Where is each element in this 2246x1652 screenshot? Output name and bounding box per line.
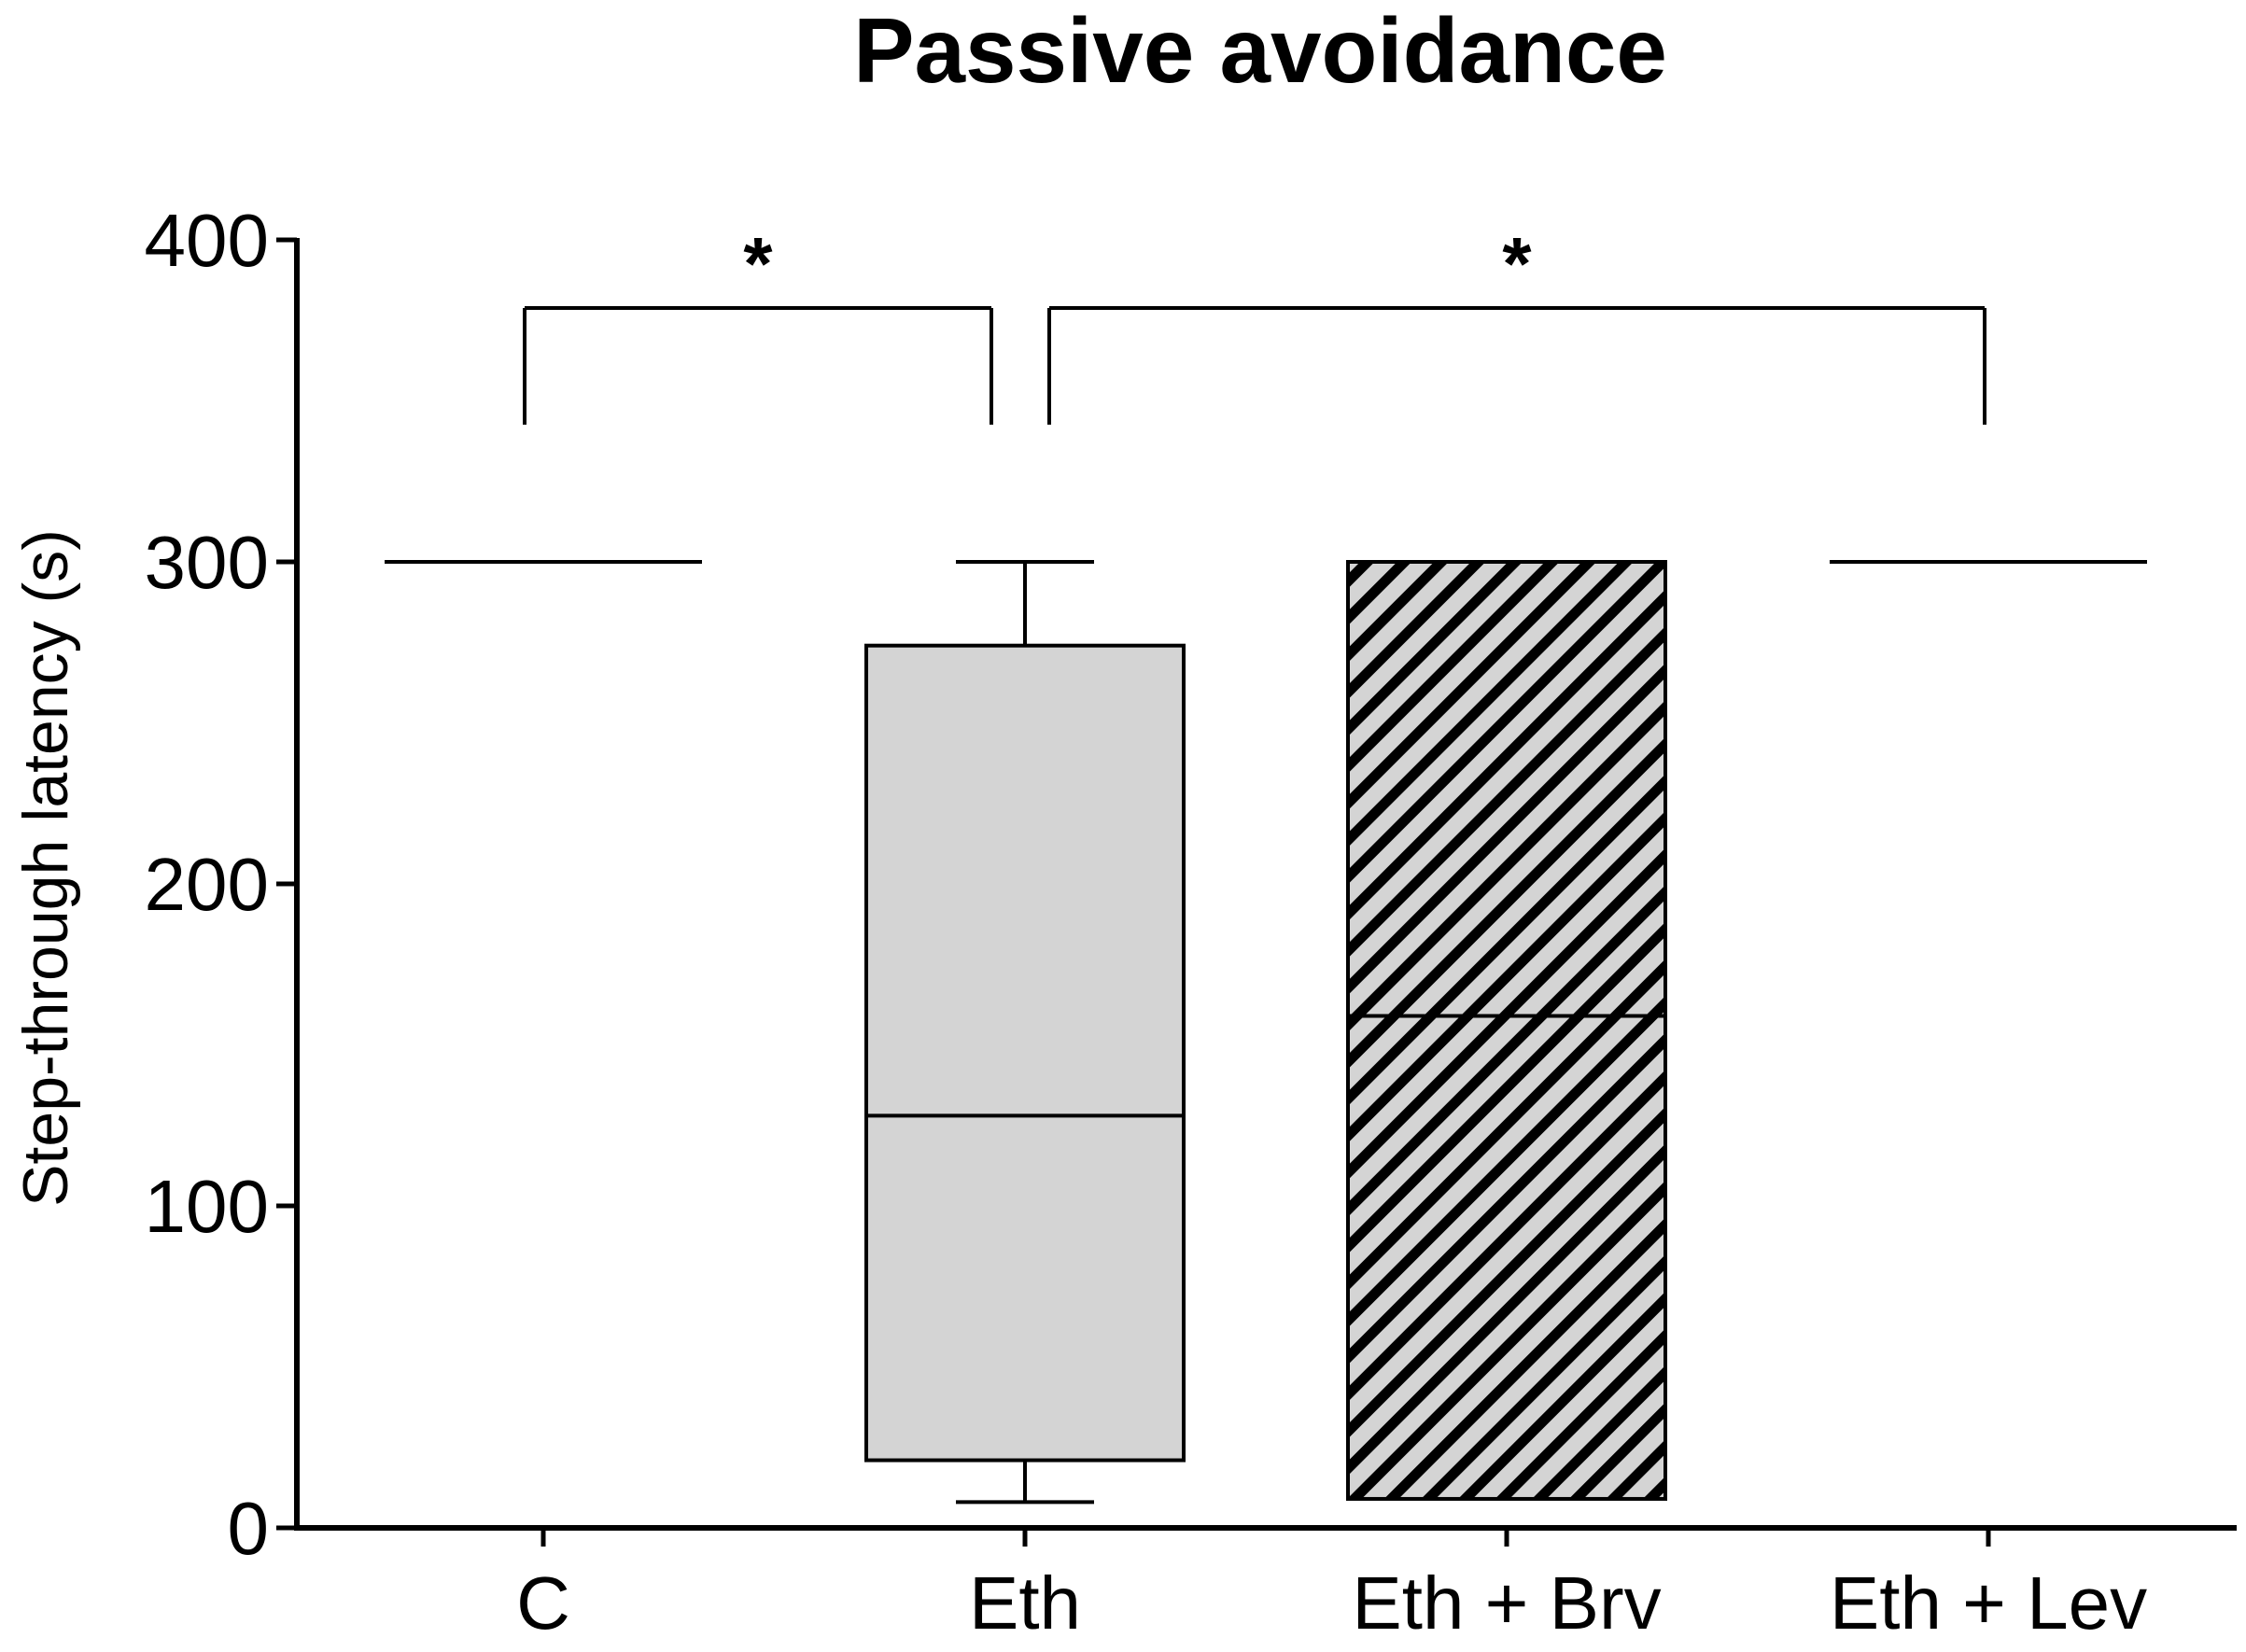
y-tick-label: 300 [145,521,269,604]
x-tick-label: Eth + Lev [1830,1561,2147,1645]
y-tick-label: 0 [228,1487,270,1570]
chart-title: Passive avoidance [853,0,1667,102]
significance-label: * [1502,222,1532,305]
y-axis-label: Step-through latency (s) [10,529,81,1207]
box-eth [864,643,1186,1463]
box-eth-brv [1346,560,1667,1501]
x-tick-label: Eth + Brv [1352,1561,1661,1645]
plot-area: 0 100 200 300 400 C Eth Eth + Brv Eth + Lev * * [145,199,2237,1645]
y-tick-label: 400 [145,199,269,282]
y-tick-label: 100 [145,1165,269,1248]
x-tick-label: C [516,1561,570,1645]
significance-label: * [743,222,773,305]
x-tick-label: Eth [969,1561,1081,1645]
y-tick-label: 200 [145,843,269,926]
